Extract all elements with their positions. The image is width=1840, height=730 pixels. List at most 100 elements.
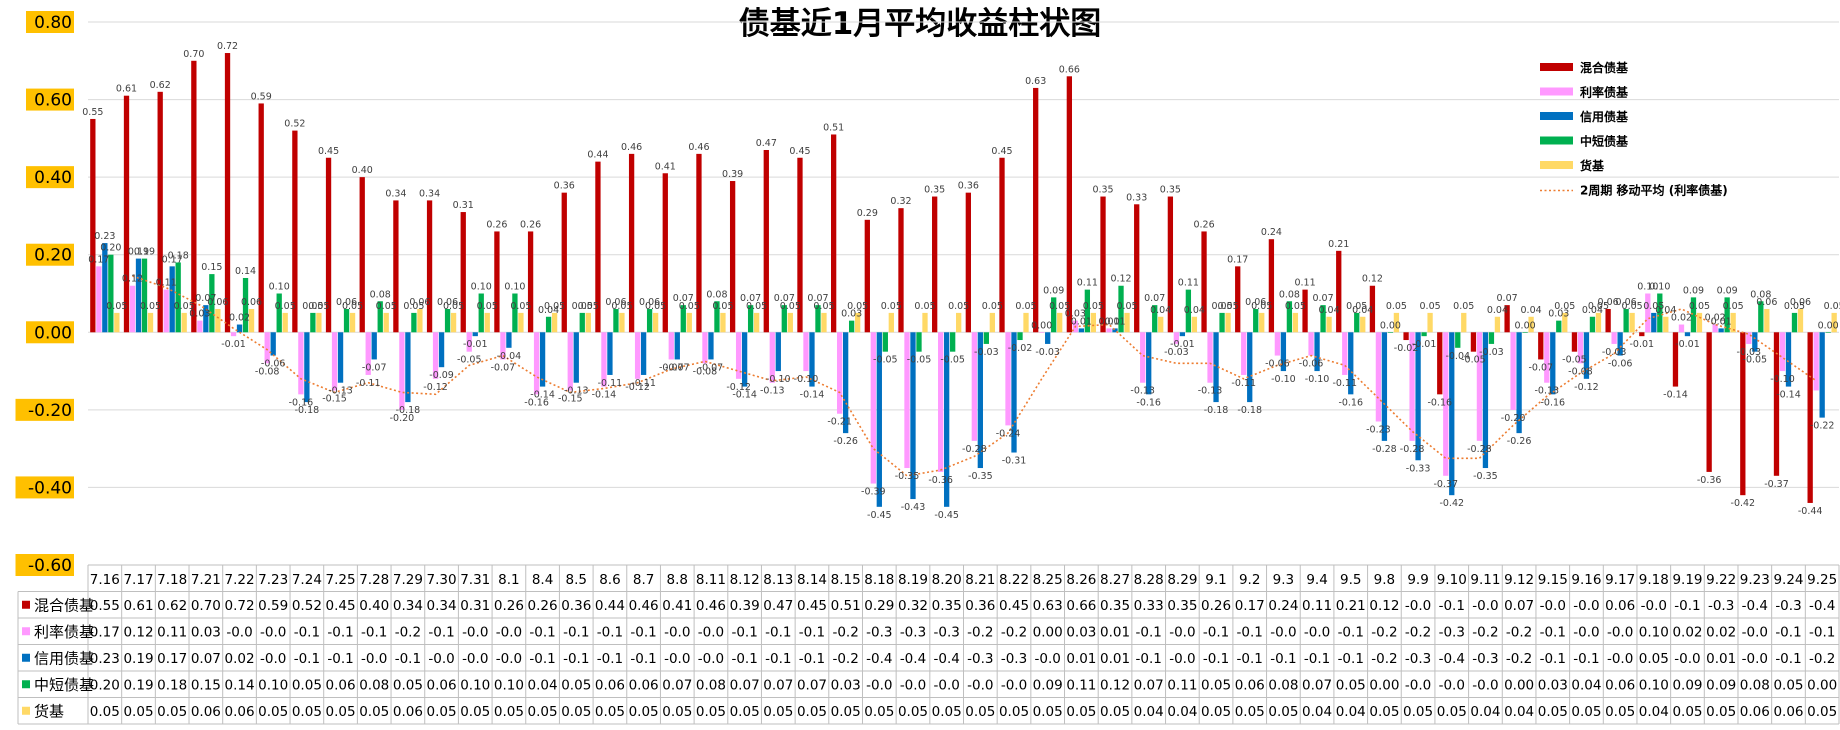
- bar: [830, 134, 837, 333]
- table-cell: -0.1: [428, 624, 454, 640]
- bar: [809, 332, 815, 387]
- data-label: 0.29: [857, 208, 878, 219]
- bar: [551, 312, 558, 333]
- data-label: -0.10: [794, 374, 819, 385]
- bar: [680, 305, 686, 333]
- data-label: 0.05: [1211, 301, 1232, 312]
- table-cell: 0.06: [191, 704, 221, 720]
- bar: [1544, 332, 1550, 383]
- table-cell: 0.06: [1605, 677, 1635, 693]
- table-cell: 0.70: [191, 598, 221, 614]
- table-cell: 0.08: [1268, 677, 1298, 693]
- table-category: 9.10: [1437, 572, 1467, 588]
- data-label: 0.05: [376, 301, 397, 312]
- table-cell: 0.04: [1504, 704, 1534, 720]
- table-cell: 0.72: [224, 598, 254, 614]
- trendline: [132, 275, 1817, 477]
- data-label: -0.28: [1467, 444, 1492, 455]
- table-cell: 0.10: [258, 677, 288, 693]
- table-category: 9.16: [1571, 572, 1601, 588]
- table-category: 7.16: [90, 572, 120, 588]
- table-category: 8.22: [999, 572, 1029, 588]
- table-cell: 0.03: [1538, 677, 1568, 693]
- bar: [343, 309, 350, 333]
- table-cell: -0.3: [1405, 651, 1431, 667]
- bar: [1730, 312, 1736, 333]
- table-category: 7.17: [123, 572, 153, 588]
- bar: [910, 332, 916, 500]
- table-cell: 0.62: [157, 598, 187, 614]
- data-label: 0.05: [308, 301, 329, 312]
- table-cell: -0.4: [900, 651, 926, 667]
- data-label: -0.20: [1501, 413, 1526, 424]
- bar: [1831, 312, 1837, 333]
- bar: [1360, 316, 1366, 333]
- table-cell: 0.05: [662, 704, 692, 720]
- data-label: 0.35: [924, 185, 945, 196]
- bar: [377, 301, 383, 333]
- table-cell: 0.05: [427, 704, 457, 720]
- data-label: 0.06: [1756, 297, 1777, 308]
- bar: [842, 332, 849, 434]
- data-label: -0.14: [1776, 390, 1801, 401]
- data-label: -0.45: [934, 510, 959, 521]
- data-label: -0.42: [1731, 498, 1756, 509]
- table-cell: 0.17: [90, 624, 120, 640]
- data-label: 0.11: [1294, 278, 1315, 289]
- table-cell: 0.05: [1437, 704, 1467, 720]
- bar: [1791, 312, 1798, 333]
- table-cell: -0.1: [327, 651, 353, 667]
- data-label: 0.05: [1217, 301, 1238, 312]
- bar: [1639, 332, 1645, 337]
- data-label: 0.36: [958, 181, 979, 192]
- table-cell: 0.10: [494, 677, 524, 693]
- bar: [1241, 332, 1247, 375]
- table-row-header: 货基: [34, 702, 64, 720]
- data-label: 0.02: [1705, 313, 1726, 324]
- data-label: -0.08: [255, 366, 280, 377]
- data-label: 0.55: [82, 107, 103, 118]
- table-cell: -0.1: [1136, 624, 1162, 640]
- table-cell: 0.05: [1773, 677, 1803, 693]
- data-label: -0.28: [962, 444, 987, 455]
- data-label: 0.39: [722, 169, 743, 180]
- bar: [359, 177, 365, 333]
- bar: [1617, 332, 1623, 356]
- bar: [1191, 316, 1198, 333]
- bar: [1286, 301, 1293, 333]
- data-label: -0.26: [833, 436, 858, 447]
- data-label: 0.62: [150, 80, 171, 91]
- bar: [1470, 332, 1477, 352]
- bar: [1213, 332, 1219, 403]
- table-cell: 0.07: [191, 651, 221, 667]
- data-label: -0.13: [1130, 386, 1155, 397]
- bar: [129, 285, 136, 333]
- bar: [270, 332, 276, 356]
- data-label: -0.05: [940, 355, 965, 366]
- bar: [383, 312, 389, 333]
- data-label: -0.13: [1198, 386, 1223, 397]
- data-label: 0.32: [890, 196, 911, 207]
- bar: [304, 332, 310, 403]
- data-label: 0.05: [1643, 301, 1664, 312]
- bar: [175, 262, 181, 333]
- bar: [775, 332, 781, 372]
- table-cell: 0.05: [1605, 704, 1635, 720]
- table-cell: 0.05: [561, 704, 591, 720]
- table-cell: 0.12: [123, 624, 153, 640]
- data-label: 0.05: [477, 301, 498, 312]
- table-cell: -0.1: [630, 651, 656, 667]
- bar: [573, 332, 579, 383]
- data-label: -0.01: [1412, 339, 1437, 350]
- table-cell: -0.3: [1472, 651, 1498, 667]
- data-label: 0.05: [1453, 301, 1474, 312]
- table-cell: -0.0: [226, 624, 252, 640]
- table-cell: -0.0: [1641, 598, 1667, 614]
- table-cell: 0.05: [90, 704, 120, 720]
- table-category: 8.8: [667, 572, 688, 588]
- table-cell: 0.11: [1167, 677, 1197, 693]
- table-cell: -0.1: [563, 624, 589, 640]
- table-cell: 0.34: [427, 598, 457, 614]
- table-cell: 0.00: [1504, 677, 1534, 693]
